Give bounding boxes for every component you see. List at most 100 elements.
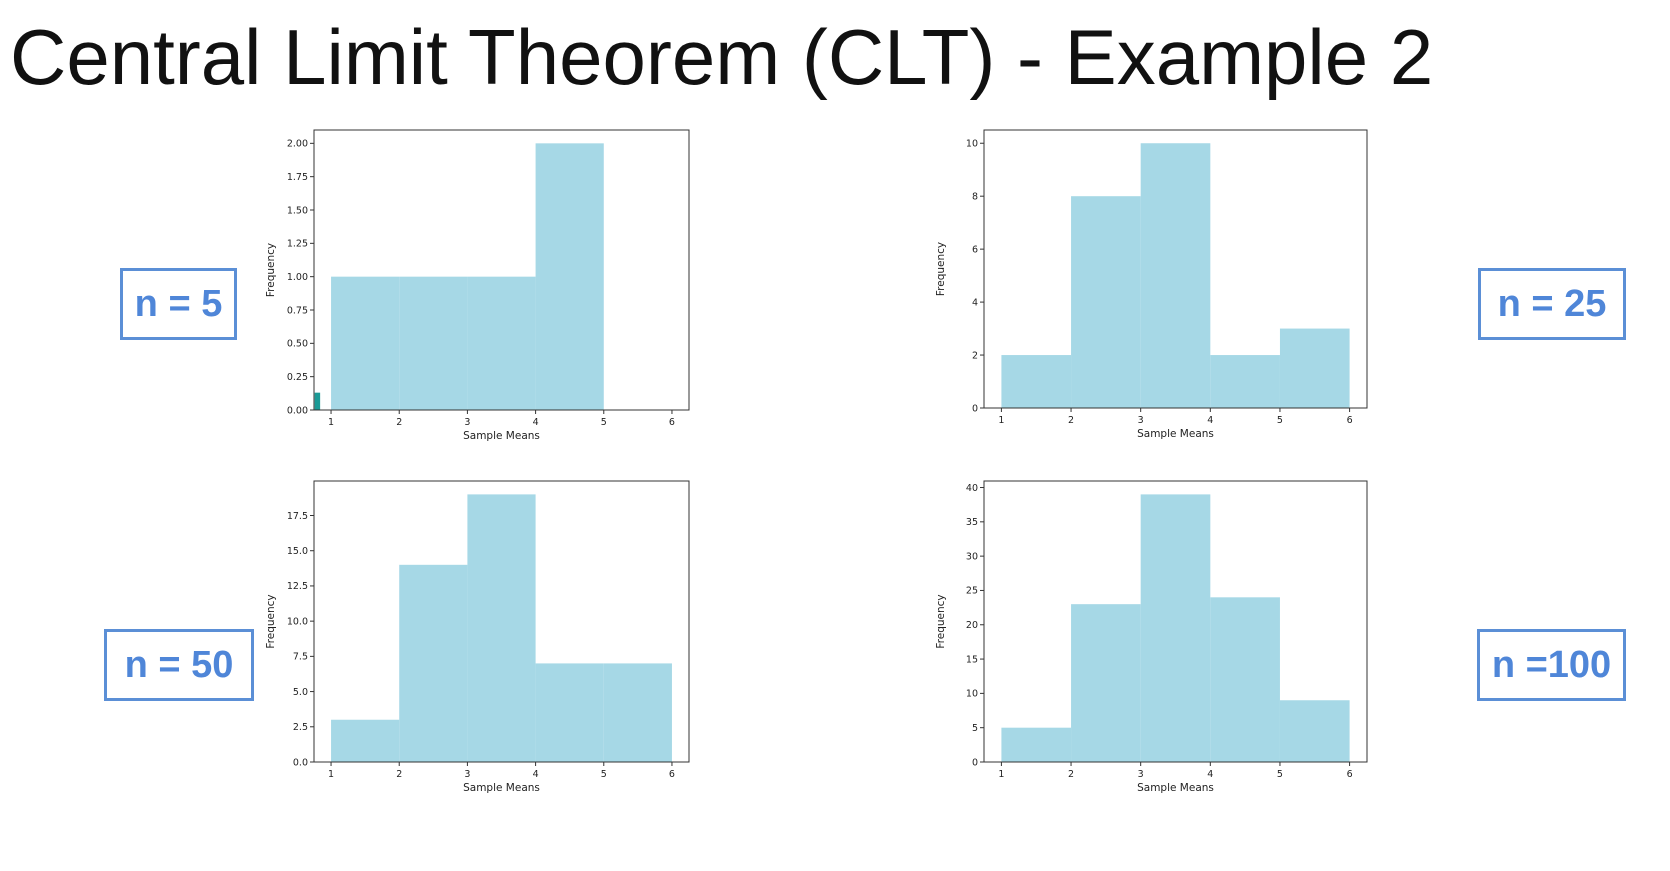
x-tick-label: 1 <box>998 769 1004 780</box>
y-tick-label: 15 <box>966 654 978 665</box>
x-tick-label: 5 <box>601 417 607 428</box>
y-tick-label: 5 <box>972 723 978 734</box>
y-tick-label: 0.25 <box>287 372 308 383</box>
x-axis-label: Sample Means <box>463 430 540 442</box>
x-tick-label: 3 <box>1138 415 1144 426</box>
histogram-bar <box>535 143 604 411</box>
axes-frame <box>983 129 1368 409</box>
y-tick-label: 4 <box>972 297 978 308</box>
x-tick-label: 6 <box>1347 769 1353 780</box>
y-tick-label: 0.00 <box>287 405 308 416</box>
histogram-bar <box>603 663 672 762</box>
plot-area: 1 2 3 4 5 6 0.00 0.25 0.50 0.75 1.00 1.25 1.50 1.75 2.… <box>265 129 690 442</box>
y-tick-label: 20 <box>966 620 978 631</box>
histogram-n100: 1 2 3 4 5 6 0 5 10 15 20 25 30 35 40 Sample Means Freque… <box>935 480 1368 794</box>
x-tick-label: 6 <box>669 769 675 780</box>
histogram-bar <box>331 276 400 410</box>
y-tick-label: 5.0 <box>293 687 308 698</box>
x-tick-label: 1 <box>998 415 1004 426</box>
y-tick-label: 30 <box>966 551 978 562</box>
y-tick-label: 8 <box>972 191 978 202</box>
histogram-bar <box>1071 604 1141 762</box>
histogram-bar <box>1071 196 1141 408</box>
y-axis-label: Frequency <box>265 594 277 648</box>
histogram-bar <box>1140 494 1211 762</box>
x-tick-label: 1 <box>328 769 334 780</box>
x-tick-label: 6 <box>1347 415 1353 426</box>
histogram-bar <box>467 276 536 410</box>
y-tick-label: 0 <box>972 403 978 414</box>
x-axis-label: Sample Means <box>1137 782 1214 794</box>
axes-frame <box>983 480 1368 763</box>
y-tick-label: 1.00 <box>287 272 308 283</box>
histogram-bar <box>331 719 400 762</box>
y-tick-label: 0.75 <box>287 305 308 316</box>
y-tick-label: 12.5 <box>287 581 308 592</box>
histogram-bar-small <box>314 392 321 410</box>
histogram-bar <box>1001 727 1072 762</box>
y-axis-label: Frequency <box>935 242 947 296</box>
y-tick-label: 6 <box>972 244 978 255</box>
histogram-bar <box>1140 143 1211 408</box>
histogram-bar <box>1210 355 1280 408</box>
y-tick-label: 2.5 <box>293 722 308 733</box>
x-tick-label: 4 <box>1207 415 1213 426</box>
y-axis-label: Frequency <box>935 594 947 648</box>
y-axis-label: Frequency <box>265 243 277 297</box>
y-tick-label: 10 <box>966 139 978 150</box>
x-axis-label: Sample Means <box>463 782 540 794</box>
page-title: Central Limit Theorem (CLT) - Example 2 <box>10 13 1434 101</box>
x-tick-label: 2 <box>396 769 402 780</box>
y-tick-label: 0.50 <box>287 339 308 350</box>
x-tick-label: 3 <box>1138 769 1144 780</box>
y-tick-label: 10.0 <box>287 616 308 627</box>
histogram-n50: 1 2 3 4 5 6 0.0 2.5 5.0 7.5 10.0 12.5 15.0 17.5 Sample… <box>265 480 690 794</box>
y-tick-label: 0.0 <box>293 757 308 768</box>
x-tick-label: 4 <box>533 417 539 428</box>
plot-area: 1 2 3 4 5 6 0 2 4 6 8 10 Sample Means Frequency <box>935 129 1368 440</box>
y-tick-label: 10 <box>966 689 978 700</box>
sample-size-label-n25: n = 25 <box>1478 268 1626 340</box>
histogram-bar <box>1210 597 1280 762</box>
y-tick-label: 2.00 <box>287 139 308 150</box>
histogram-bar <box>535 663 604 762</box>
x-axis-label: Sample Means <box>1137 428 1214 440</box>
y-tick-label: 1.50 <box>287 205 308 216</box>
x-tick-label: 2 <box>1068 415 1074 426</box>
y-tick-label: 1.25 <box>287 239 308 250</box>
x-tick-label: 3 <box>464 769 470 780</box>
histogram-bar <box>1279 328 1350 408</box>
x-tick-label: 5 <box>1277 769 1283 780</box>
x-tick-label: 2 <box>396 417 402 428</box>
x-tick-label: 6 <box>669 417 675 428</box>
histogram-n25: 1 2 3 4 5 6 0 2 4 6 8 10 Sample Means Frequency <box>935 129 1368 440</box>
x-tick-label: 1 <box>328 417 334 428</box>
plot-area: 1 2 3 4 5 6 0.0 2.5 5.0 7.5 10.0 12.5 15.0 17.5 Sample… <box>265 480 690 794</box>
y-tick-label: 25 <box>966 586 978 597</box>
histogram-bar <box>1279 700 1350 762</box>
y-tick-label: 35 <box>966 517 978 528</box>
x-tick-label: 3 <box>464 417 470 428</box>
y-tick-label: 7.5 <box>293 652 308 663</box>
y-tick-label: 17.5 <box>287 511 308 522</box>
x-tick-label: 4 <box>533 769 539 780</box>
histogram-n5: 1 2 3 4 5 6 0.00 0.25 0.50 0.75 1.00 1.25 1.50 1.75 2.… <box>265 129 690 442</box>
histogram-bar <box>1001 355 1072 408</box>
x-tick-label: 2 <box>1068 769 1074 780</box>
y-tick-label: 40 <box>966 483 978 494</box>
histogram-bar <box>399 564 468 762</box>
sample-size-label-n5: n = 5 <box>120 268 237 340</box>
histogram-bar <box>399 276 468 410</box>
y-tick-label: 1.75 <box>287 172 308 183</box>
plot-area: 1 2 3 4 5 6 0 5 10 15 20 25 30 35 40 Sample Means Freque… <box>935 480 1368 794</box>
sample-size-label-n50: n = 50 <box>104 629 254 701</box>
histogram-bar <box>467 494 536 762</box>
sample-size-label-n100: n =100 <box>1477 629 1626 701</box>
x-tick-label: 4 <box>1207 769 1213 780</box>
x-tick-label: 5 <box>1277 415 1283 426</box>
axes-frame <box>313 129 690 411</box>
y-tick-label: 0 <box>972 757 978 768</box>
x-tick-label: 5 <box>601 769 607 780</box>
y-tick-label: 15.0 <box>287 546 308 557</box>
y-tick-label: 2 <box>972 350 978 361</box>
